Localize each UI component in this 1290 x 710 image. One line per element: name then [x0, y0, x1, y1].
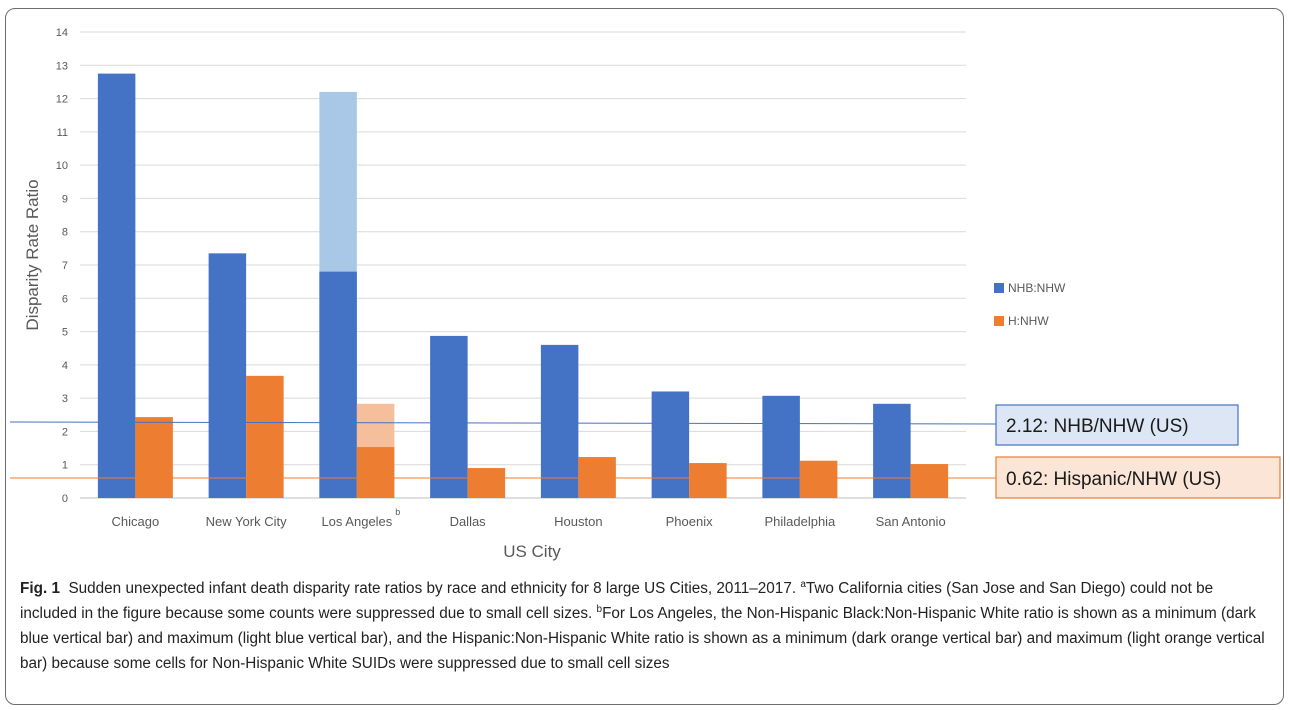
- y-tick-label: 4: [62, 360, 68, 372]
- x-axis-label: US City: [503, 542, 561, 561]
- y-tick-label: 7: [62, 260, 68, 272]
- reference-label-h: 0.62: Hispanic/NHW (US): [1006, 469, 1221, 490]
- x-tick-label: New York City: [206, 514, 287, 529]
- y-tick-label: 14: [56, 27, 68, 39]
- x-tick-label: Philadelphia: [764, 514, 836, 529]
- figure-caption: Fig. 1 Sudden unexpected infant death di…: [20, 576, 1270, 676]
- legend-swatch-nhb: [994, 283, 1004, 293]
- y-tick-label: 3: [62, 393, 68, 405]
- bar-nhb: [430, 335, 468, 498]
- y-tick-label: 6: [62, 293, 68, 305]
- bar-nhb: [97, 73, 136, 498]
- reference-box-nhb: [995, 404, 1239, 446]
- bar-h: [356, 447, 395, 498]
- bar-nhb: [319, 271, 357, 498]
- y-axis-label: Disparity Rate Ratio: [23, 179, 42, 330]
- bars: [97, 73, 949, 499]
- bar-nhb: [540, 344, 579, 498]
- legend-label-h: H:NHW: [1008, 314, 1049, 328]
- y-tick-label: 9: [62, 193, 68, 205]
- caption-note-a-mark: a: [800, 578, 806, 590]
- y-tick-label: 8: [62, 227, 68, 239]
- y-tick-label: 0: [62, 493, 68, 505]
- caption-note-b: For Los Angeles, the Non-Hispanic Black:…: [20, 605, 1265, 672]
- y-tick-label: 13: [56, 60, 68, 72]
- bar-h: [246, 375, 284, 498]
- bar-h: [135, 417, 173, 498]
- x-tick-label: Los Angeles: [321, 514, 392, 529]
- legend-swatch-h: [994, 316, 1004, 326]
- bar-h: [467, 468, 506, 498]
- y-tick-label: 11: [57, 127, 68, 139]
- bar-nhb: [873, 403, 911, 498]
- legend-label-nhb: NHB:NHW: [1008, 281, 1066, 295]
- legend: NHB:NHW H:NHW: [994, 281, 1066, 328]
- y-tick-label: 5: [62, 327, 68, 339]
- reference-box-h: [995, 456, 1281, 499]
- caption-note-a: Two California cities (San Jose and San …: [20, 580, 1214, 622]
- x-tick-label: Phoenix: [666, 514, 713, 529]
- reference-label-nhb: 2.12: NHB/NHW (US): [1006, 416, 1189, 437]
- bar-h: [910, 464, 949, 498]
- reference-line-nhb: [9, 421, 997, 425]
- reference-lines: 2.12: NHB/NHW (US) 0.62: Hispanic/NHW (U…: [9, 404, 1281, 499]
- bar-h: [689, 463, 727, 498]
- caption-text: Sudden unexpected infant death disparity…: [68, 580, 797, 597]
- y-tick-label: 1: [62, 460, 68, 472]
- y-tick-label: 10: [56, 160, 68, 172]
- x-tick-superscript: b: [395, 507, 400, 517]
- bar-nhb: [651, 391, 690, 498]
- caption-figure-label: Fig. 1: [20, 580, 60, 597]
- caption-note-b-mark: b: [596, 603, 603, 615]
- x-tick-label: Dallas: [450, 514, 487, 529]
- bar-nhb: [208, 253, 247, 498]
- y-tick-label: 2: [62, 426, 68, 438]
- x-tick-label: Houston: [554, 514, 602, 529]
- x-tick-label: San Antonio: [876, 514, 946, 529]
- y-tick-label: 12: [56, 94, 68, 106]
- bar-nhb: [762, 395, 800, 498]
- bar-h: [799, 460, 838, 498]
- figure-frame: [5, 8, 1284, 705]
- x-tick-label: Chicago: [112, 514, 160, 529]
